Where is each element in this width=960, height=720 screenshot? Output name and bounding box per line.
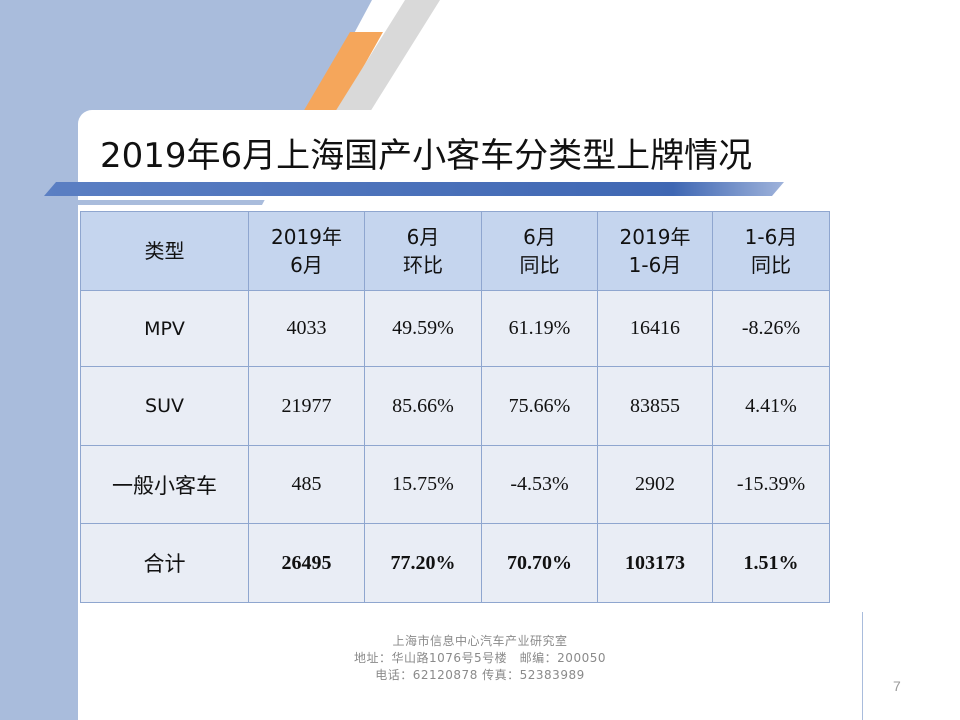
row-type-label: 一般小客车 [80,445,249,524]
table-cell: 15.75% [364,445,482,524]
row-type-label: MPV [80,290,249,367]
table-cell: 1.51% [712,523,830,603]
footer-org: 上海市信息中心汽车产业研究室 [392,634,568,648]
header-row: 类型 2019年 6月 6月 环比 6月 同比 2019年 1-6月 1-6月 同比 [80,211,830,291]
registration-table: 类型 2019年 6月 6月 环比 6月 同比 2019年 1-6月 1-6月 同比 MP… [80,211,830,603]
table-row: 一般小客车 485 15.75% -4.53% 2902 -15.39% [80,445,830,524]
table-row: MPV 4033 49.59% 61.19% 16416 -8.26% [80,290,830,367]
row-type-label: SUV [80,366,249,446]
table-cell: -8.26% [712,290,830,367]
header-jun-mom: 6月 环比 [364,211,482,291]
header-ytd-yoy: 1-6月 同比 [712,211,830,291]
footer-address: 地址：华山路1076号5号楼 邮编：200050 [354,651,606,665]
table-cell: 77.20% [364,523,482,603]
title-underline [44,182,784,196]
table-cell: 21977 [248,366,365,446]
table-cell: 83855 [597,366,713,446]
table-row: SUV 21977 85.66% 75.66% 83855 4.41% [80,366,830,446]
header-ytd-2019: 2019年 1-6月 [597,211,713,291]
table-cell: 2902 [597,445,713,524]
table-cell: 4033 [248,290,365,367]
table-cell: 16416 [597,290,713,367]
table-cell: 485 [248,445,365,524]
table-cell: -15.39% [712,445,830,524]
total-row: 合计 26495 77.20% 70.70% 103173 1.51% [80,523,830,603]
header-jun-yoy: 6月 同比 [481,211,598,291]
footer-divider [862,612,863,720]
table-cell: 26495 [248,523,365,603]
page-number: 7 [893,678,901,694]
table-cell: -4.53% [481,445,598,524]
table-cell: 85.66% [364,366,482,446]
table-cell: 75.66% [481,366,598,446]
row-type-label: 合计 [80,523,249,603]
slide-title: 2019年6月上海国产小客车分类型上牌情况 [100,136,753,176]
footer-contact: 电话：62120878 传真：52383989 [375,668,585,682]
table-cell: 70.70% [481,523,598,603]
header-jun-2019: 2019年 6月 [248,211,365,291]
table-cell: 103173 [597,523,713,603]
header-type: 类型 [80,211,249,291]
table-cell: 49.59% [364,290,482,367]
left-decor-band [0,0,78,720]
table-cell: 61.19% [481,290,598,367]
table-cell: 4.41% [712,366,830,446]
